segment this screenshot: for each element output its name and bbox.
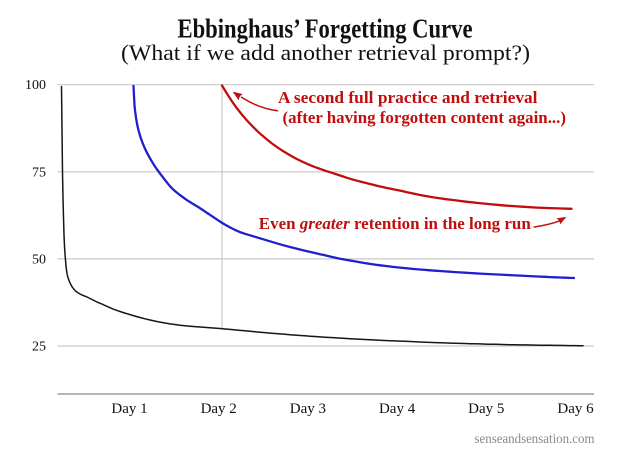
svg-text:senseandsensation.com: senseandsensation.com (475, 431, 595, 446)
svg-text:Day 3: Day 3 (290, 401, 326, 417)
svg-text:Day 5: Day 5 (468, 401, 504, 417)
svg-text:Day 6: Day 6 (557, 401, 594, 417)
svg-text:Day 1: Day 1 (111, 401, 147, 417)
svg-text:50: 50 (32, 252, 46, 267)
svg-text:(after having forgotten conten: (after having forgotten content again...… (283, 108, 567, 127)
svg-text:100: 100 (25, 78, 46, 93)
svg-text:Day 4: Day 4 (379, 401, 416, 417)
svg-text:Day 2: Day 2 (201, 401, 237, 417)
svg-text:Even greater retention in the: Even greater retention in the long run (259, 214, 531, 233)
svg-text:(What if we add another retrie: (What if we add another retrieval prompt… (121, 40, 530, 65)
svg-text:Ebbinghaus’ Forgetting Curve: Ebbinghaus’ Forgetting Curve (178, 13, 473, 44)
svg-text:25: 25 (32, 340, 46, 355)
svg-text:A second full practice and ret: A second full practice and retrieval (278, 88, 538, 107)
svg-text:75: 75 (32, 165, 46, 180)
